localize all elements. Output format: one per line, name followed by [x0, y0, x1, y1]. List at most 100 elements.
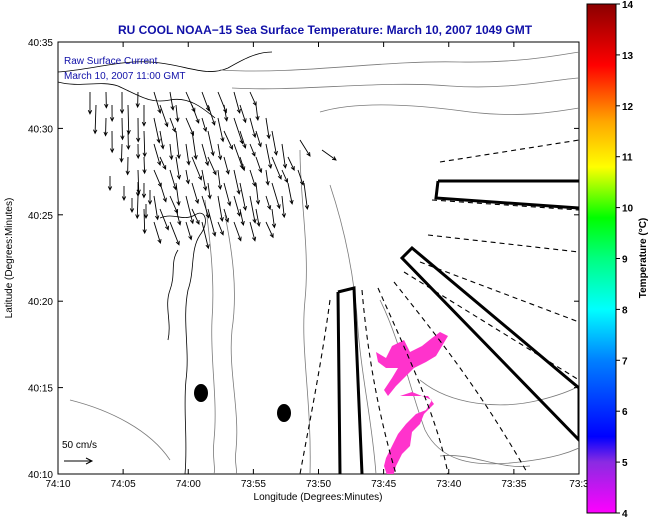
current-vector	[109, 130, 115, 154]
colorbar-tick-label: 5	[622, 458, 628, 469]
current-vector	[135, 195, 140, 220]
current-vector	[185, 195, 195, 225]
current-vector	[153, 117, 161, 144]
current-vector	[321, 149, 337, 161]
current-vector	[223, 130, 233, 151]
current-vector	[265, 143, 273, 170]
current-vector	[126, 104, 131, 135]
current-vector	[255, 156, 263, 174]
current-vector	[201, 117, 208, 133]
current-vector	[249, 143, 256, 157]
current-vector	[201, 195, 210, 219]
x-tick-label: 74:00	[176, 479, 201, 490]
x-tick-label: 73:50	[306, 479, 331, 490]
x-tick-label: 73:45	[371, 479, 396, 490]
current-vector	[265, 221, 274, 239]
current-vector	[239, 208, 245, 226]
current-vector	[142, 130, 147, 158]
current-vector	[136, 117, 141, 143]
current-vector	[249, 169, 257, 188]
y-tick-label: 40:25	[28, 211, 53, 222]
current-vector	[169, 221, 180, 246]
current-vector	[217, 169, 223, 191]
current-vector	[303, 182, 310, 211]
current-vector	[207, 130, 215, 157]
current-vector	[159, 208, 169, 231]
x-tick-label: 73:55	[241, 479, 266, 490]
current-vector	[159, 182, 167, 203]
x-tick-label: 74:10	[45, 479, 70, 490]
current-vector	[136, 143, 141, 160]
current-vector	[191, 130, 198, 161]
y-tick-label: 40:20	[28, 297, 53, 308]
current-vector	[119, 143, 124, 163]
current-vector	[169, 143, 174, 161]
buoy-marker	[194, 384, 208, 402]
current-vector	[119, 91, 125, 115]
colorbar-tick-label: 8	[622, 305, 628, 316]
current-vector	[255, 104, 260, 121]
current-vector	[185, 169, 190, 185]
legend-note-line1: Raw Surface Current	[64, 56, 158, 67]
current-vector	[271, 156, 282, 180]
current-vector	[175, 104, 180, 123]
current-vector	[107, 176, 113, 192]
y-axis-label: Latitude (Degrees:Minutes)	[4, 198, 15, 319]
x-tick-label: 73:3	[569, 479, 589, 490]
colorbar-label: Temperature (°C)	[638, 218, 649, 299]
colorbar-tick-label: 7	[622, 356, 628, 367]
colorbar-tick-label: 10	[622, 204, 634, 215]
y-axis-ticks: 40:35 40:30 40:25 40:20 40:15 40:10	[28, 38, 579, 481]
scale-label: 50 cm/s	[62, 440, 97, 451]
current-vector	[233, 221, 242, 242]
current-vector	[142, 208, 147, 235]
current-vector	[129, 198, 135, 214]
current-vector	[287, 156, 295, 171]
x-tick-label: 74:05	[111, 479, 136, 490]
current-vector	[135, 91, 140, 109]
current-vector	[233, 195, 241, 217]
current-vector	[249, 117, 257, 139]
current-vector	[175, 130, 181, 160]
current-vector	[239, 130, 247, 149]
y-tick-label: 40:30	[28, 124, 53, 135]
current-vector	[153, 91, 162, 114]
current-vector	[104, 91, 109, 109]
current-vector	[281, 143, 288, 169]
buoy-marker	[277, 404, 291, 422]
colorbar-tick-label: 14	[622, 0, 634, 11]
current-vector	[201, 143, 210, 167]
current-vector	[207, 156, 217, 176]
x-tick-label: 73:40	[436, 479, 461, 490]
current-vector	[191, 182, 200, 205]
x-axis-ticks: 74:10 74:05 74:00 73:55 73:50 73:45 73:40 73:35…	[45, 42, 589, 490]
current-vector	[265, 117, 271, 140]
scale-arrow	[64, 457, 94, 465]
map-title: RU COOL NOAA−15 Sea Surface Temperature:…	[117, 23, 533, 37]
current-vector	[223, 182, 232, 207]
current-vector	[255, 130, 262, 148]
colorbar	[586, 3, 617, 514]
current-vector	[125, 156, 130, 176]
colorbar-tick-label: 6	[622, 407, 628, 418]
current-vector	[287, 182, 294, 205]
current-vector	[271, 130, 278, 156]
current-vector	[103, 117, 108, 137]
current-vector	[223, 208, 230, 223]
current-vector	[159, 156, 167, 171]
current-vector	[175, 156, 182, 180]
current-vector	[185, 221, 193, 241]
current-vector	[93, 104, 98, 135]
current-vector	[147, 190, 153, 206]
x-tick-label: 73:35	[501, 479, 526, 490]
current-vector	[233, 169, 241, 195]
current-vector	[87, 91, 93, 115]
current-vector	[239, 182, 247, 211]
current-vector	[175, 208, 182, 226]
current-vector	[159, 130, 165, 150]
current-vector	[217, 143, 223, 161]
current-vector	[281, 195, 287, 219]
current-vector	[239, 156, 246, 172]
current-vector	[297, 169, 304, 186]
current-vector	[239, 104, 247, 124]
